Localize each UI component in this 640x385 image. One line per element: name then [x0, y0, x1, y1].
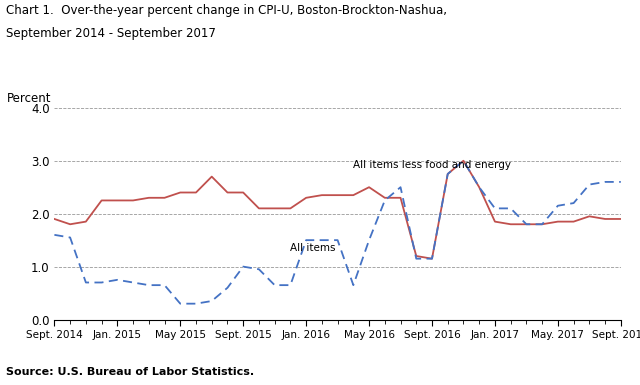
Text: Chart 1.  Over-the-year percent change in CPI-U, Boston-Brockton-Nashua,: Chart 1. Over-the-year percent change in… — [6, 4, 447, 17]
Text: Source: U.S. Bureau of Labor Statistics.: Source: U.S. Bureau of Labor Statistics. — [6, 367, 255, 377]
Text: All items: All items — [291, 243, 336, 253]
Text: Percent: Percent — [6, 92, 51, 105]
Text: September 2014 - September 2017: September 2014 - September 2017 — [6, 27, 216, 40]
Text: All items less food and energy: All items less food and energy — [353, 160, 511, 170]
